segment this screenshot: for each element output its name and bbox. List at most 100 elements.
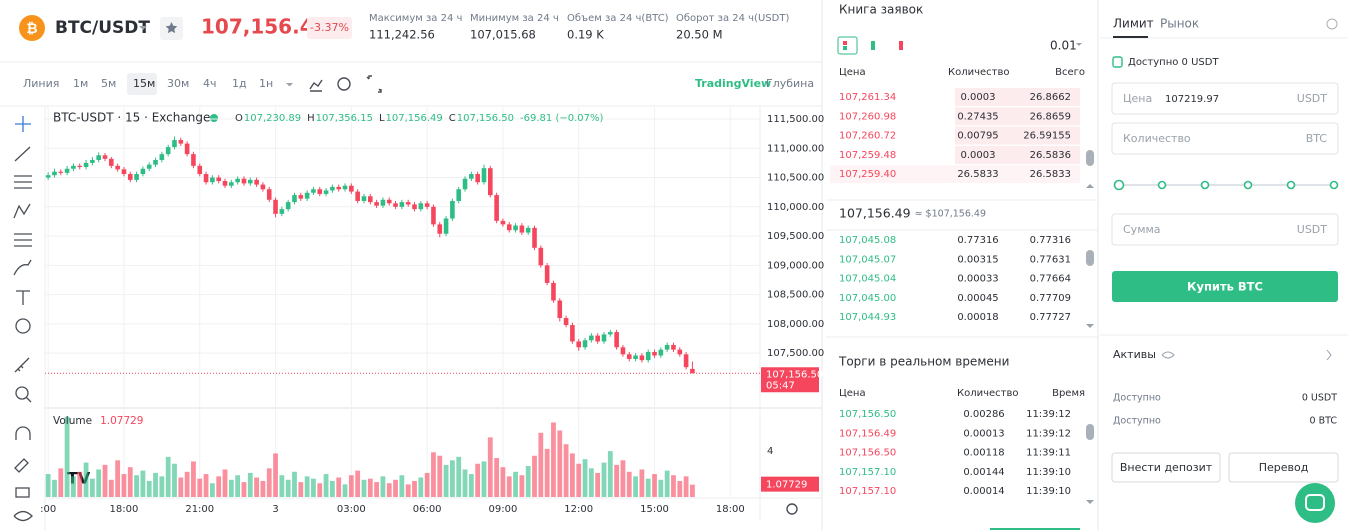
ask-cell[interactable]: 107,259.40 (839, 169, 896, 180)
candle-body (494, 195, 499, 221)
interval[interactable]: 15м (133, 77, 155, 90)
interval[interactable]: 5м (101, 77, 116, 90)
orderbook-step[interactable]: 0.01 (1050, 39, 1077, 53)
slider-step[interactable] (1200, 180, 1210, 190)
candle-body (601, 334, 607, 342)
volume-bar (209, 483, 215, 497)
drawing-tools (13, 116, 33, 522)
bid-cell[interactable]: 107,045.08 (839, 235, 896, 246)
interval[interactable]: 1н (259, 77, 273, 90)
text-tool[interactable] (16, 290, 30, 305)
slider-step[interactable] (1329, 180, 1339, 190)
volume-bar (153, 472, 158, 497)
volume-bar (165, 456, 171, 497)
interval[interactable]: Линия (23, 77, 59, 90)
candle-body (532, 227, 537, 248)
pattern-tool[interactable] (13, 203, 31, 219)
x-tick-label: 18:00 (716, 504, 745, 515)
buy-button[interactable] (1112, 271, 1338, 302)
candle-body (582, 340, 588, 348)
scrollbar[interactable] (1086, 150, 1094, 166)
view-tab[interactable]: TradingView (695, 77, 771, 90)
legend-change: -69.81 (−0.07%) (520, 113, 603, 124)
slider-step[interactable] (1286, 180, 1296, 190)
help-icon[interactable] (1326, 18, 1338, 30)
more-intervals[interactable] (286, 83, 293, 87)
volume-bar (652, 474, 657, 497)
interval[interactable]: 4ч (203, 77, 217, 90)
depth-bar (955, 88, 1080, 106)
ask-cell: 0.0003 (961, 150, 996, 161)
magnet-tool[interactable] (15, 426, 31, 440)
brush-tool[interactable] (13, 259, 32, 276)
candle-body (513, 225, 518, 231)
step-dropdown[interactable] (1076, 43, 1082, 46)
ruler-tool[interactable] (14, 357, 30, 373)
fullscreen-icon[interactable] (366, 75, 382, 93)
ask-cell[interactable]: 107,261.34 (839, 92, 896, 103)
volume-bar (216, 476, 222, 497)
input-field[interactable] (1111, 122, 1339, 155)
volume-bar (626, 471, 632, 497)
indicators-icon[interactable] (309, 79, 323, 92)
candle-body (576, 341, 582, 348)
action-button[interactable] (1111, 452, 1221, 483)
bid-cell[interactable]: 107,044.93 (839, 312, 896, 323)
candle-body (418, 203, 424, 210)
input-field[interactable] (1111, 82, 1339, 115)
bid-cell[interactable]: 107,045.04 (839, 274, 896, 285)
input-field[interactable] (1111, 213, 1339, 246)
symbol[interactable]: BTC/USDT (55, 18, 150, 38)
zoom-tool[interactable] (15, 386, 29, 400)
scrollbar[interactable] (1086, 424, 1094, 440)
mode-asks[interactable] (899, 41, 903, 50)
candle-body (90, 159, 95, 163)
eye-icon[interactable] (1161, 351, 1175, 359)
lock-tool[interactable] (15, 487, 30, 498)
volume-bar (475, 463, 481, 497)
ask-cell[interactable]: 107,260.98 (839, 111, 896, 122)
projection-tool[interactable] (14, 233, 32, 247)
ask-cell[interactable]: 107,259.48 (839, 150, 896, 161)
mode-both[interactable] (837, 36, 858, 55)
crosshair-tool[interactable] (15, 116, 31, 132)
scrollbar[interactable] (1086, 250, 1094, 266)
slider-step[interactable] (1157, 180, 1167, 190)
mode-bids[interactable] (871, 41, 875, 50)
fib-tool[interactable] (14, 175, 32, 189)
volume-bar (77, 471, 83, 497)
stat-value: 20.50 M (676, 28, 723, 42)
chart-settings[interactable] (786, 503, 798, 515)
order-tab[interactable]: Рынок (1160, 17, 1199, 31)
candle-body (399, 202, 405, 207)
symbol-dropdown[interactable] (139, 26, 147, 30)
volume-bar (292, 471, 297, 497)
bid-cell: 0.77709 (1030, 293, 1071, 304)
candle-body (146, 164, 152, 169)
chevron[interactable] (1326, 349, 1332, 361)
volume-bar (506, 476, 512, 497)
settings-icon[interactable] (337, 77, 351, 91)
lock-draw-tool[interactable] (14, 458, 29, 473)
view-tab[interactable]: Глубина (766, 77, 814, 90)
ask-cell[interactable]: 107,260.72 (839, 131, 896, 142)
trendline-tool[interactable] (14, 146, 31, 162)
action-button[interactable] (1228, 452, 1339, 483)
chat-button[interactable] (1295, 483, 1335, 523)
bid-cell[interactable]: 107,045.00 (839, 293, 896, 304)
volume-bar (481, 461, 487, 497)
interval[interactable]: 30м (167, 77, 189, 90)
candle-body (405, 202, 411, 205)
bid-cell[interactable]: 107,045.07 (839, 254, 896, 265)
bid-cell: 0.77316 (957, 235, 998, 246)
emoji-tool[interactable] (15, 318, 31, 334)
candle-body (677, 349, 683, 355)
visibility-tool[interactable] (13, 510, 33, 522)
zoom-handle (25, 396, 32, 403)
volume-bar (191, 461, 196, 497)
slider-step[interactable] (1113, 179, 1125, 191)
interval[interactable]: 1д (232, 77, 247, 90)
interval[interactable]: 1м (73, 77, 88, 90)
order-tab[interactable]: Лимит (1113, 17, 1154, 31)
slider-step[interactable] (1243, 180, 1253, 190)
